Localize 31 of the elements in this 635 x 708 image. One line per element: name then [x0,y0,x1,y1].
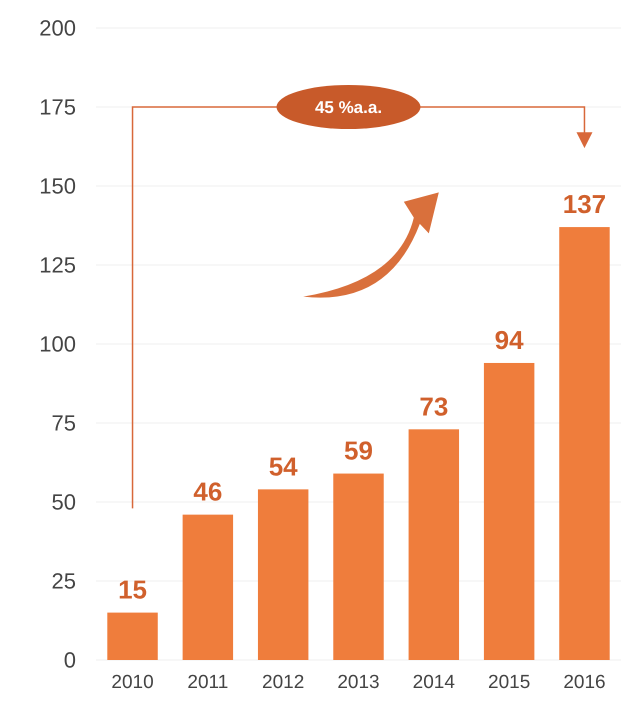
annotation: 45 %a.a. [314,98,382,117]
bar [333,474,384,660]
data-label: 54 [268,451,298,482]
y-tick-label: 175 [39,94,76,120]
data-label: 137 [562,189,606,220]
x-tick-label: 2010 [111,672,154,693]
y-tick-label: 25 [52,568,76,594]
bar [258,489,308,660]
y-tick-label: 50 [52,490,76,515]
data-label: 15 [118,574,147,605]
bar [182,514,234,660]
bar [484,362,534,660]
x-tick-label: 2015 [488,672,530,693]
bar [408,429,460,660]
x-tick-label: 2013 [337,672,380,693]
x-tick-label: 2014 [412,672,456,693]
bar [559,227,610,660]
x-tick-label: 2016 [563,672,606,693]
y-tick-label: 150 [39,174,76,199]
y-tick-label: 100 [39,332,76,357]
x-tick-label: 2012 [262,672,304,693]
y-tick-label: 200 [39,16,76,41]
data-label: 73 [419,391,448,422]
x-tick-label: 2011 [187,672,228,693]
data-label: 46 [193,476,222,507]
y-tick-label: 75 [52,410,76,436]
bar [107,612,158,660]
y-tick-label: 0 [64,648,76,673]
data-label: 94 [494,324,524,355]
data-label: 59 [344,436,373,466]
y-tick-label: 125 [39,252,76,278]
